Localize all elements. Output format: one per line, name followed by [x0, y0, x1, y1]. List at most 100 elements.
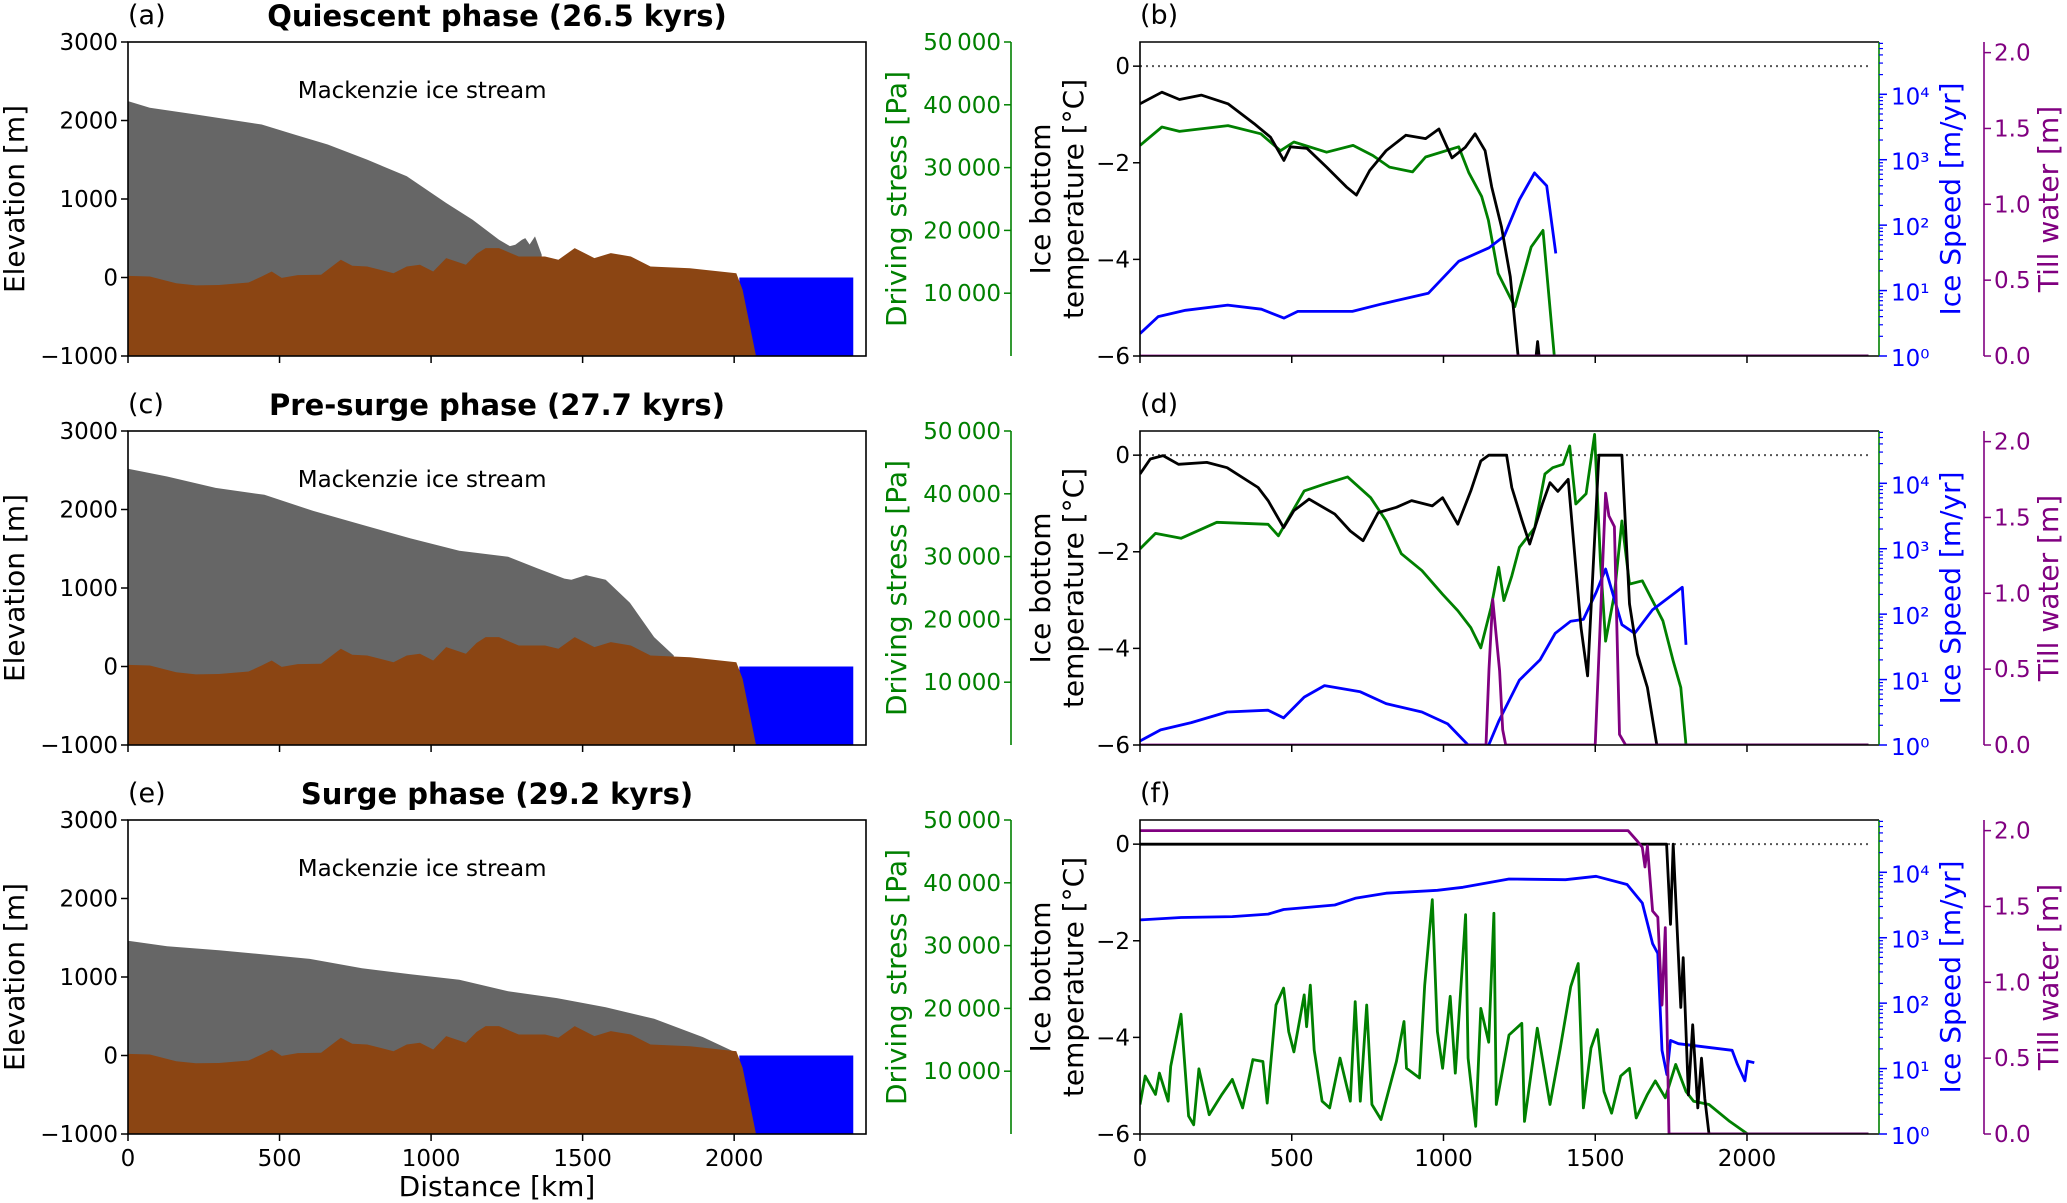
x-tick-label: 2000 [705, 1146, 764, 1172]
driving-stress-tick-label: 20 000 [923, 996, 1001, 1022]
panel-label: (b) [1140, 0, 1178, 31]
x-tick-label: 1500 [1566, 1146, 1625, 1172]
y-tick-label: −2 [1096, 929, 1130, 955]
ice-speed-axis-label: Ice Speed [m/yr] [1934, 860, 1967, 1093]
ice-speed-tick-label: 10¹ [1891, 281, 1930, 307]
driving-stress-axis-label: Driving stress [Pa] [880, 849, 913, 1105]
ice-bottom-temperature-line [1140, 453, 1869, 745]
plot-area [1140, 829, 1869, 1134]
sea-area [739, 277, 854, 356]
driving-stress-tick-label: 40 000 [923, 871, 1001, 897]
plot-area [128, 101, 854, 356]
plot-frame [1139, 430, 1879, 746]
till-water-tick-label: 1.5 [1994, 894, 2031, 920]
y-tick-label: 3000 [59, 30, 118, 56]
ice-speed-tick-label: 10⁴ [1891, 473, 1930, 499]
driving-stress-tick-label: 40 000 [923, 93, 1001, 119]
y-tick-label: 0 [103, 655, 118, 681]
till-water-tick-label: 2.0 [1994, 819, 2031, 845]
till-water-tick-label: 1.5 [1994, 116, 2031, 142]
y-tick-label: 0 [103, 266, 118, 292]
x-tick-label: 1000 [402, 1146, 461, 1172]
y-tick-label: 0 [1115, 54, 1130, 80]
ice-speed-tick-label: 10⁰ [1891, 346, 1930, 372]
driving-stress-tick-label: 50 000 [923, 419, 1001, 445]
driving-stress-tick-label: 30 000 [923, 545, 1001, 571]
driving-stress-tick-label: 20 000 [923, 607, 1001, 633]
plot-area [128, 940, 854, 1134]
till-water-tick-label: 2.0 [1994, 430, 2031, 456]
till-water-line [1140, 491, 1869, 745]
annotation-label: Mackenzie ice stream [298, 856, 547, 882]
x-tick-label: 500 [258, 1146, 302, 1172]
plot-area [128, 468, 854, 745]
ice-speed-tick-label: 10⁴ [1891, 862, 1930, 888]
x-tick-label: 0 [1133, 1146, 1148, 1172]
driving-stress-tick-label: 30 000 [923, 156, 1001, 182]
till-water-tick-label: 0.5 [1994, 268, 2031, 294]
panel-c: (c) Pre-surge phase (27.7 kyrs) Mackenzie … [0, 388, 1012, 759]
plot-frame [1139, 41, 1879, 357]
y-tick-label: 0 [1115, 443, 1130, 469]
annotation-label: Mackenzie ice stream [298, 78, 547, 104]
till-water-tick-label: 0.0 [1994, 733, 2031, 759]
ice-speed-tick-label: 10³ [1891, 539, 1930, 565]
driving-stress-tick-label: 10 000 [923, 281, 1001, 307]
panel-label: (c) [128, 389, 164, 420]
y-tick-label: 0 [103, 1044, 118, 1070]
panel-title: Quiescent phase (26.5 kyrs) [267, 0, 727, 33]
till-water-tick-label: 0.5 [1994, 657, 2031, 683]
ice-speed-axis-label: Ice Speed [m/yr] [1934, 471, 1967, 704]
driving-stress-tick-label: 20 000 [923, 218, 1001, 244]
annotation-label: Mackenzie ice stream [298, 467, 547, 493]
driving-stress-tick-label: 10 000 [923, 1059, 1001, 1085]
y-tick-label: −1000 [40, 1122, 118, 1148]
ice-speed-line [1140, 874, 1755, 1083]
panel-title: Pre-surge phase (27.7 kyrs) [269, 388, 725, 422]
y-axis-label: Elevation [m] [0, 105, 31, 293]
ice-speed-line [1140, 567, 1688, 745]
y-axis-label: Elevation [m] [0, 883, 31, 1071]
y-tick-label: −4 [1096, 636, 1130, 662]
driving-stress-tick-label: 40 000 [923, 482, 1001, 508]
ice-speed-tick-label: 10⁰ [1891, 1124, 1930, 1150]
bed-topography-area [128, 248, 756, 356]
y-tick-label: −4 [1096, 247, 1130, 273]
y-axis-label-line: Ice bottom [1024, 512, 1057, 663]
y-tick-label: −1000 [40, 344, 118, 370]
till-water-tick-label: 2.0 [1994, 41, 2031, 67]
y-tick-label: −6 [1096, 344, 1130, 370]
ice-speed-tick-label: 10¹ [1891, 670, 1930, 696]
x-tick-label: 0 [121, 1146, 136, 1172]
y-axis-label-line: Ice bottom [1024, 901, 1057, 1052]
panel-label: (a) [128, 0, 166, 31]
panel-f: (f) −6 −4 −2 0 Ice bottom temperature [°C] 10⁰ 1… [1024, 778, 2065, 1172]
ice-speed-tick-label: 10¹ [1891, 1059, 1930, 1085]
bed-topography-area [128, 637, 756, 745]
till-water-tick-label: 1.5 [1994, 505, 2031, 531]
ice-speed-tick-label: 10² [1891, 215, 1930, 241]
driving-stress-tick-label: 50 000 [923, 808, 1001, 834]
x-tick-label: 1500 [553, 1146, 612, 1172]
driving-stress-line [1140, 124, 1869, 356]
y-tick-label: −6 [1096, 733, 1130, 759]
sea-area [739, 1055, 854, 1134]
ice-speed-tick-label: 10³ [1891, 150, 1930, 176]
x-tick-label: 500 [1270, 1146, 1314, 1172]
driving-stress-tick-label: 10 000 [923, 670, 1001, 696]
y-tick-label: −4 [1096, 1025, 1130, 1051]
bed-topography-area [128, 1026, 756, 1134]
panel-b: (b) −6 −4 −2 0 Ice bottom temperature [°C] 10⁰ 1… [1024, 0, 2065, 372]
y-tick-label: 1000 [59, 965, 118, 991]
plot-area [1140, 433, 1869, 745]
till-water-tick-label: 1.0 [1994, 970, 2031, 996]
driving-stress-line [1140, 433, 1869, 745]
panel-a: (a) Quiescent phase (26.5 kyrs) Mackenzie … [0, 0, 1012, 370]
y-tick-label: 1000 [59, 187, 118, 213]
driving-stress-line [1140, 898, 1869, 1134]
y-tick-label: 2000 [59, 498, 118, 524]
driving-stress-axis-label: Driving stress [Pa] [880, 460, 913, 716]
ice-speed-tick-label: 10³ [1891, 928, 1930, 954]
till-water-line [1140, 829, 1869, 1134]
